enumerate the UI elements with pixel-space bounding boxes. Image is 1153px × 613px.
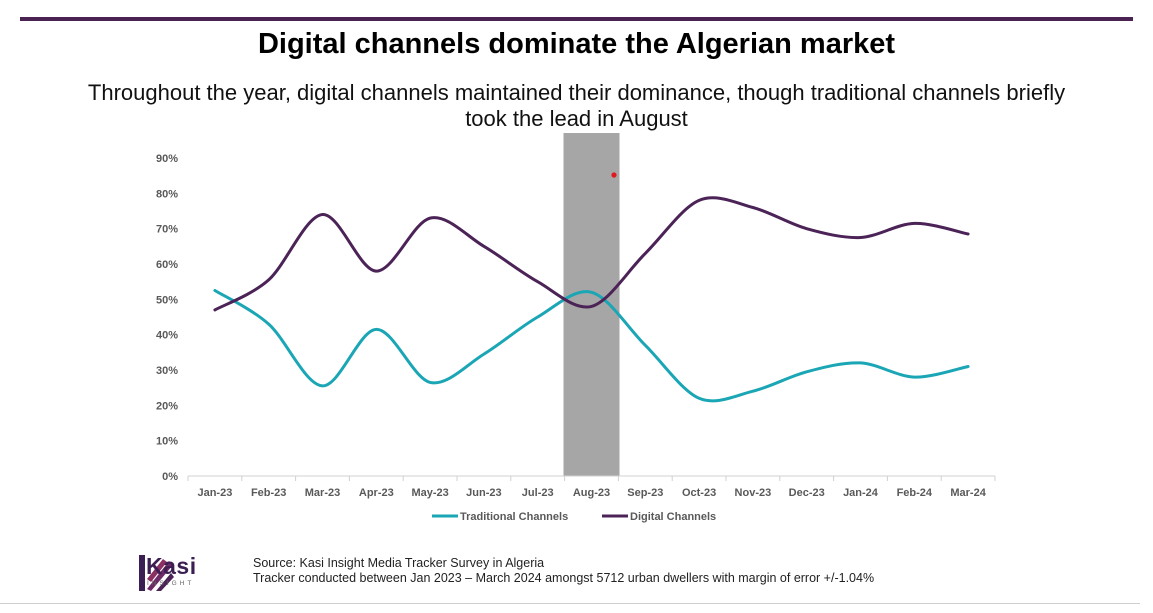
y-tick-label: 70% <box>156 224 178 236</box>
x-tick-label: Mar-23 <box>305 487 340 499</box>
x-tick-label: Feb-24 <box>897 487 933 499</box>
page-title: Digital channels dominate the Algerian m… <box>257 28 896 60</box>
legend-label-digital-channels: Digital Channels <box>630 511 716 523</box>
logo-subtext: INSIGHT <box>147 580 195 587</box>
x-tick-label: Jan-23 <box>197 487 232 499</box>
y-tick-label: 50% <box>156 294 178 306</box>
x-tick-label: Feb-23 <box>251 487 286 499</box>
y-tick-label: 0% <box>162 471 178 483</box>
y-tick-label: 60% <box>156 259 178 271</box>
source-line-1: Source: Kasi Insight Media Tracker Surve… <box>253 556 545 570</box>
x-tick-label: Jan-24 <box>843 487 879 499</box>
y-tick-label: 80% <box>156 188 178 200</box>
page-subtitle: Throughout the year, digital channels ma… <box>87 80 1066 131</box>
y-tick-label: 30% <box>156 365 178 377</box>
x-tick-label: Mar-24 <box>950 487 986 499</box>
x-tick-label: May-23 <box>411 487 448 499</box>
y-tick-label: 10% <box>156 436 178 448</box>
x-tick-label: Nov-23 <box>735 487 772 499</box>
series-line-traditional-channels <box>213 289 970 403</box>
source-note: Source: Kasi Insight Media Tracker Surve… <box>253 556 874 586</box>
legend-label-traditional-channels: Traditional Channels <box>460 511 568 523</box>
x-tick-label: Jul-23 <box>522 487 554 499</box>
x-tick-label: Apr-23 <box>359 487 394 499</box>
x-tick-label: Sep-23 <box>627 487 663 499</box>
marker-dot <box>611 172 617 178</box>
top-rule <box>20 17 1133 21</box>
kasi-logo-icon <box>139 555 174 591</box>
line-chart: Jan-23 Feb-23 Mar-23 Apr-23 May-23 Jun-23 Jul-… <box>156 133 996 523</box>
y-tick-label: 90% <box>156 153 178 165</box>
logo-text: Kasi <box>146 553 197 579</box>
series-line-digital-channels <box>213 196 970 312</box>
bottom-rule <box>0 603 1140 604</box>
y-tick-label: 20% <box>156 400 178 412</box>
x-tick-label: Dec-23 <box>789 487 825 499</box>
x-tick-label: Jun-23 <box>466 487 501 499</box>
y-tick-label: 40% <box>156 330 178 342</box>
source-line-2: Tracker conducted between Jan 2023 – Mar… <box>253 571 875 585</box>
x-tick-label: Aug-23 <box>573 487 610 499</box>
x-tick-label: Oct-23 <box>682 487 716 499</box>
